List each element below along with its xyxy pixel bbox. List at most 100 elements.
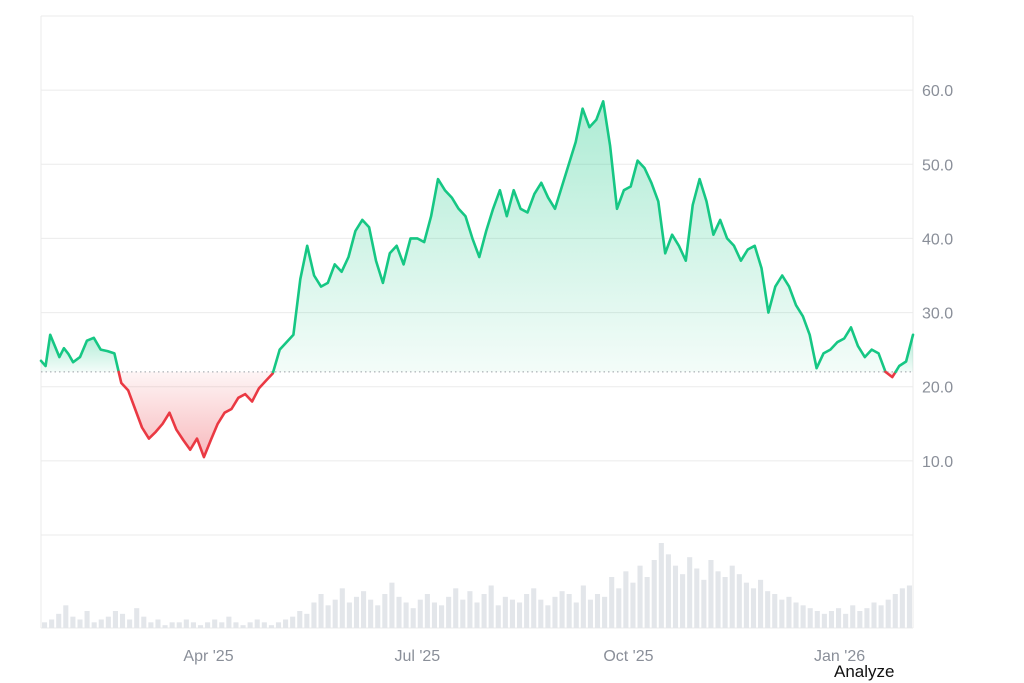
- volume-bar: [42, 622, 48, 628]
- volume-bar: [701, 579, 707, 628]
- volume-bar: [219, 622, 225, 628]
- volume-bar: [56, 613, 62, 628]
- volume-bar: [105, 616, 111, 628]
- volume-bar: [134, 608, 140, 628]
- volume-bar: [630, 582, 636, 628]
- volume-bar: [169, 622, 175, 628]
- volume-bar: [779, 599, 785, 628]
- volume-bars: [42, 543, 912, 628]
- volume-bar: [375, 605, 381, 628]
- volume-bar: [183, 619, 189, 628]
- volume-bar: [91, 622, 97, 628]
- volume-bar: [119, 613, 126, 628]
- volume-bar: [502, 596, 508, 628]
- volume-bar: [396, 596, 402, 628]
- volume-bar: [361, 591, 367, 628]
- volume-bar: [722, 577, 728, 628]
- volume-bar: [864, 608, 870, 628]
- volume-bar: [524, 594, 530, 628]
- volume-bar: [268, 625, 274, 628]
- volume-bar: [197, 625, 204, 628]
- volume-bar: [275, 622, 282, 628]
- volume-bar: [233, 622, 239, 628]
- volume-bar: [807, 608, 813, 628]
- volume-bar: [538, 599, 544, 628]
- volume-bar: [758, 579, 764, 628]
- volume-bar: [708, 560, 714, 628]
- area-below-baseline: [118, 371, 274, 458]
- volume-bar: [155, 619, 161, 628]
- volume-bar: [552, 596, 558, 628]
- volume-bar: [240, 625, 246, 628]
- x-tick-label: Jul '25: [394, 648, 440, 665]
- volume-bar: [665, 554, 671, 628]
- volume-bar: [658, 543, 664, 628]
- volume-bar: [77, 619, 83, 628]
- volume-bar: [70, 616, 76, 628]
- volume-bar: [453, 588, 459, 628]
- volume-bar: [651, 560, 657, 628]
- volume-bar: [644, 577, 650, 628]
- volume-bar: [672, 565, 679, 628]
- volume-bar: [843, 613, 849, 628]
- volume-bar: [84, 611, 90, 628]
- volume-bar: [290, 616, 296, 628]
- volume-bar: [680, 574, 686, 628]
- volume-bar: [623, 571, 629, 628]
- volume-bar: [311, 602, 317, 628]
- volume-bar: [403, 602, 409, 628]
- volume-bar: [325, 605, 331, 628]
- volume-bar: [545, 605, 551, 628]
- volume-bar: [892, 594, 898, 628]
- volume-bar: [687, 557, 693, 628]
- volume-bar: [715, 571, 721, 628]
- x-tick-label: Jan '26: [814, 648, 865, 665]
- volume-bar: [488, 585, 494, 628]
- volume-bar: [516, 602, 523, 628]
- volume-bar: [176, 622, 182, 628]
- volume-bar: [446, 596, 452, 628]
- volume-bar: [694, 568, 700, 628]
- volume-bar: [750, 588, 757, 628]
- price-line: [39, 100, 915, 459]
- y-tick-label: 10.0: [922, 454, 953, 471]
- volume-bar: [800, 605, 806, 628]
- area-above-baseline: [41, 334, 119, 372]
- volume-bar: [821, 613, 827, 628]
- volume-bar: [353, 596, 360, 628]
- volume-bar: [580, 585, 586, 628]
- volume-bar: [410, 608, 416, 628]
- volume-bar: [112, 611, 118, 628]
- volume-bar: [297, 611, 303, 628]
- volume-bar: [332, 599, 338, 628]
- y-tick-label: 60.0: [922, 83, 953, 100]
- volume-bar: [729, 565, 735, 628]
- price-line-up: [271, 100, 887, 374]
- price-line-up: [39, 333, 120, 374]
- volume-bar: [559, 591, 565, 628]
- volume-bar: [836, 608, 842, 628]
- area-above-baseline: [895, 334, 913, 372]
- volume-bar: [439, 605, 445, 628]
- volume-bar: [98, 619, 104, 628]
- volume-bar: [602, 596, 608, 628]
- volume-bar: [431, 602, 438, 628]
- volume-bar: [637, 565, 643, 628]
- volume-bar: [871, 602, 877, 628]
- price-area: [41, 101, 913, 458]
- volume-bar: [899, 588, 905, 628]
- analyze-button[interactable]: Analyze: [834, 662, 895, 681]
- x-tick-label: Oct '25: [603, 648, 653, 665]
- volume-bar: [127, 619, 133, 628]
- volume-bar: [190, 622, 196, 628]
- price-line-down: [884, 370, 897, 379]
- price-line-up: [894, 333, 915, 374]
- volume-bar: [587, 599, 593, 628]
- volume-bar: [368, 599, 374, 628]
- volume-bar: [495, 605, 501, 628]
- volume-bar: [346, 602, 352, 628]
- volume-bar: [743, 582, 749, 628]
- volume-bar: [304, 613, 310, 628]
- volume-bar: [141, 616, 147, 628]
- volume-bar: [382, 594, 388, 628]
